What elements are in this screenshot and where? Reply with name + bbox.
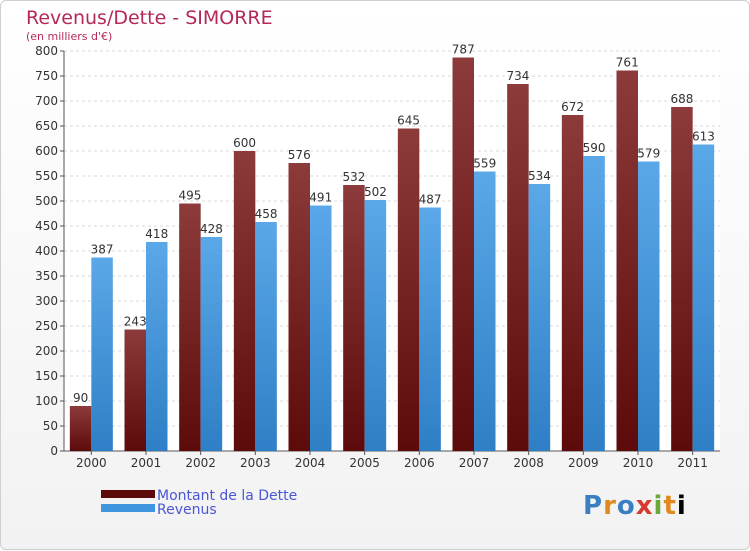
data-label: 495 bbox=[178, 189, 201, 203]
data-label: 502 bbox=[364, 185, 387, 199]
x-tick-label: 2001 bbox=[131, 456, 162, 470]
y-tick-label: 600 bbox=[35, 144, 58, 158]
x-tick-label: 2000 bbox=[76, 456, 107, 470]
debt-bar bbox=[452, 57, 474, 451]
debt-bar bbox=[124, 329, 146, 451]
y-tick-label: 250 bbox=[35, 319, 58, 333]
x-tick-label: 2008 bbox=[513, 456, 544, 470]
revenue-bar bbox=[474, 171, 496, 451]
y-tick-label: 400 bbox=[35, 244, 58, 258]
x-tick-label: 2004 bbox=[295, 456, 326, 470]
debt-bar bbox=[397, 128, 420, 451]
data-label: 559 bbox=[473, 157, 496, 171]
revenue-bar bbox=[638, 161, 660, 451]
legend-swatch bbox=[101, 504, 155, 512]
data-label: 600 bbox=[233, 136, 256, 150]
legend-swatch bbox=[101, 490, 155, 498]
revenue-bar bbox=[255, 222, 277, 451]
y-tick-label: 0 bbox=[50, 444, 58, 458]
chart-subtitle: (en milliers d'€) bbox=[26, 30, 113, 43]
data-label: 787 bbox=[452, 43, 475, 57]
data-label: 90 bbox=[73, 391, 88, 405]
x-tick-label: 2010 bbox=[623, 456, 654, 470]
legend-label: Revenus bbox=[157, 502, 217, 518]
x-tick-label: 2003 bbox=[240, 456, 271, 470]
axes: 0 50 100 150 200 250 300 350 400 450 500 550 600 650 7… bbox=[35, 44, 720, 470]
data-label: 761 bbox=[616, 56, 639, 70]
y-tick-label: 450 bbox=[35, 219, 58, 233]
chart-title: Revenus/Dette - SIMORRE bbox=[26, 7, 273, 29]
data-label: 243 bbox=[124, 315, 147, 329]
data-label: 428 bbox=[200, 222, 223, 236]
y-tick-label: 700 bbox=[35, 94, 58, 108]
data-label: 458 bbox=[255, 207, 278, 221]
debt-bar bbox=[69, 406, 92, 451]
debt-bar bbox=[343, 185, 365, 451]
debt-bar bbox=[507, 84, 529, 451]
y-tick-label: 150 bbox=[35, 369, 58, 383]
data-label: 579 bbox=[637, 147, 660, 161]
data-label: 487 bbox=[419, 193, 442, 207]
data-label: 688 bbox=[670, 92, 693, 106]
data-label: 418 bbox=[145, 227, 168, 241]
y-tick-label: 800 bbox=[35, 44, 58, 58]
grid bbox=[64, 50, 720, 452]
y-tick-label: 100 bbox=[35, 394, 58, 408]
y-tick-label: 200 bbox=[35, 344, 58, 358]
y-tick-label: 550 bbox=[35, 169, 58, 183]
data-label: 387 bbox=[91, 243, 114, 257]
x-tick-label: 2007 bbox=[459, 456, 490, 470]
proxiti-logo: Proxiti bbox=[583, 491, 687, 521]
x-tick-label: 2011 bbox=[677, 456, 708, 470]
revenue-bar bbox=[419, 207, 441, 451]
data-label: 645 bbox=[397, 114, 420, 128]
y-tick-label: 350 bbox=[35, 269, 58, 283]
x-tick-label: 2009 bbox=[568, 456, 599, 470]
y-tick-label: 750 bbox=[35, 69, 58, 83]
legend-label: Montant de la Dette bbox=[157, 488, 297, 504]
data-label: 613 bbox=[692, 130, 715, 144]
revenue-bar bbox=[583, 156, 605, 451]
bars bbox=[69, 57, 715, 451]
revenue-bar bbox=[146, 242, 168, 451]
revenue-bar bbox=[310, 205, 332, 451]
x-tick-label: 2002 bbox=[185, 456, 216, 470]
revenue-bar bbox=[528, 184, 551, 451]
debt-bar bbox=[561, 115, 584, 451]
data-label: 590 bbox=[583, 141, 606, 155]
data-label: 576 bbox=[288, 148, 311, 162]
y-tick-label: 50 bbox=[43, 419, 58, 433]
debt-bar bbox=[288, 163, 310, 451]
revenue-bar bbox=[364, 200, 387, 451]
y-tick-label: 650 bbox=[35, 119, 58, 133]
y-tick-label: 500 bbox=[35, 194, 58, 208]
x-tick-label: 2005 bbox=[349, 456, 380, 470]
revenue-bar bbox=[91, 257, 113, 451]
data-label: 534 bbox=[528, 169, 551, 183]
debt-bar bbox=[616, 70, 638, 451]
x-tick-label: 2006 bbox=[404, 456, 435, 470]
data-label: 672 bbox=[561, 100, 584, 114]
revenue-bar bbox=[200, 237, 223, 451]
debt-bar bbox=[671, 107, 693, 451]
data-label: 734 bbox=[506, 69, 529, 83]
revenue-bar bbox=[692, 144, 715, 451]
y-tick-label: 300 bbox=[35, 294, 58, 308]
debt-bar bbox=[233, 151, 256, 451]
data-label: 532 bbox=[342, 170, 365, 184]
debt-bar bbox=[179, 203, 201, 451]
data-label: 491 bbox=[309, 191, 332, 205]
